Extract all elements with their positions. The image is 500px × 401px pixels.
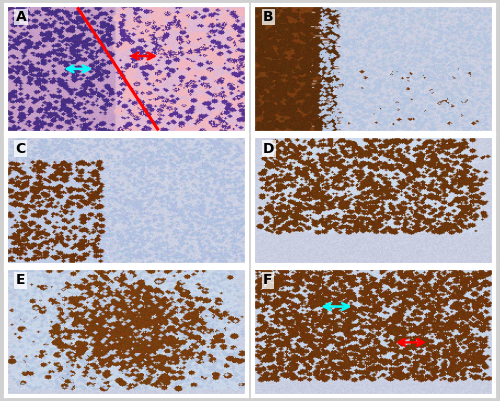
Text: F: F — [263, 273, 272, 287]
Text: D: D — [263, 142, 274, 156]
Text: C: C — [16, 142, 26, 156]
Text: A: A — [16, 10, 26, 24]
Text: B: B — [263, 10, 274, 24]
Text: E: E — [16, 273, 25, 287]
